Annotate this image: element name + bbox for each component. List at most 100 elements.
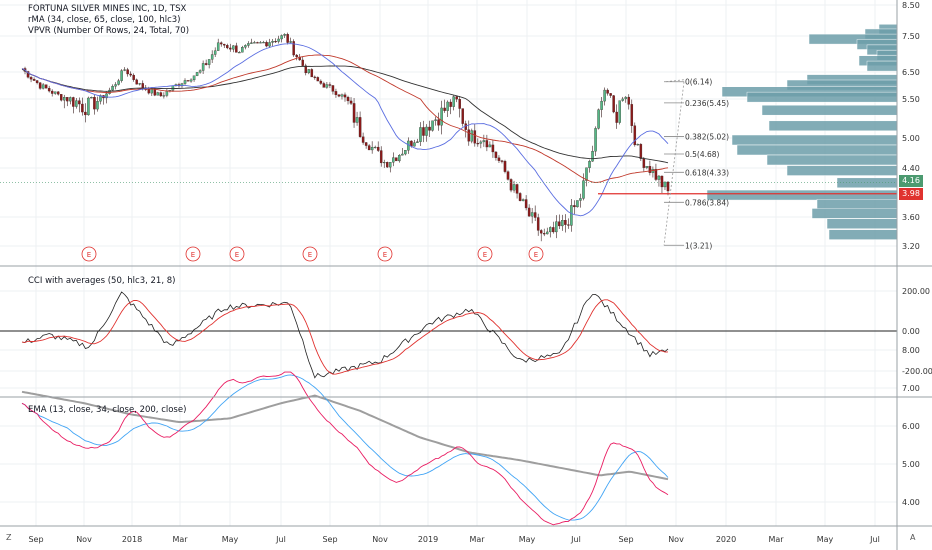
candle [201,63,205,71]
last-price-badge: 3.98 [899,188,923,200]
candle [262,42,265,44]
candle [555,221,558,233]
price-pane: 0(6.14) 0.236(5.45) 0.382(5.02) 0.5(4.68) 0.… [0,32,897,262]
candle [78,100,81,105]
candle [87,97,90,116]
fib-level-label: 0.5(4.68) [685,150,720,159]
candle [56,91,60,95]
candle [319,80,323,84]
candle [81,103,84,113]
candle [47,88,51,92]
rma-legend[interactable]: rMA (34, close, 65, close, 100, hlc3) [28,15,181,25]
vpvr-bar [736,144,898,156]
candle [244,45,247,48]
candle [588,161,591,168]
candle [663,181,667,188]
candle [349,100,353,104]
candle [268,42,271,47]
candle [570,205,573,226]
candle [494,151,498,158]
candle [50,90,54,94]
candle [428,126,431,131]
candle [310,69,314,78]
candle [473,130,477,144]
time-label: Jul [869,535,880,544]
candle [156,92,160,96]
candle [370,146,374,151]
candle [434,119,437,121]
time-label: Nov [668,535,684,544]
time-label: 2018 [122,535,142,544]
rma-34-line [21,43,669,217]
candle [96,101,99,110]
candle [105,93,108,99]
candle [612,95,615,113]
candle [207,59,211,65]
price-pane-legend: FORTUNA SILVER MINES INC, 1D, TSX rMA (3… [28,4,189,37]
candle [530,212,534,217]
candle [561,220,564,227]
candle [576,200,579,208]
vpvr-legend[interactable]: VPVR (Number Of Rows, 24, Total, 70) [28,26,190,36]
candle [250,42,253,44]
candle [527,207,531,217]
candle [376,146,380,151]
ema-tick: 8.00 [902,346,920,355]
time-label: May [519,535,536,544]
candle [150,88,154,94]
candle [90,97,93,99]
candle [26,71,30,78]
fib-level-label: 0.236(5.45) [685,99,729,108]
vpvr-bar [828,229,898,240]
price-tick: 6.50 [902,68,920,77]
symbol-title[interactable]: FORTUNA SILVER MINES INC, 1D, TSX [28,4,187,14]
candle [361,136,365,143]
time-label: Nov [372,535,388,544]
earnings-marker-label: E [383,251,387,259]
cci-legend[interactable]: CCI with averages (50, hlc3, 21, 8) [28,276,176,286]
candle [322,83,326,88]
ema-200-line [21,390,669,481]
cci-pane [0,291,897,379]
candle [274,41,277,43]
vpvr-bar [768,120,898,132]
candle [443,107,446,111]
candle [223,43,226,46]
price-tick: 4.40 [902,164,920,173]
candle [401,153,404,156]
candle [286,34,289,43]
fib-level-label: 0(6.14) [685,78,712,87]
ema-legend[interactable]: EMA (13, close, 34, close, 200, close) [28,405,187,415]
candle [603,89,606,102]
fib-level-label: 1(3.21) [685,241,712,250]
candle [648,166,652,173]
time-label: 2020 [716,535,736,544]
ema-pane [21,371,669,526]
candle [536,217,540,231]
candle [552,227,555,233]
candle [404,150,407,155]
candle [304,65,308,74]
time-label: Mar [768,535,784,544]
candle [277,38,280,42]
candle [29,77,33,80]
time-label: Jul [275,535,286,544]
candle [654,168,658,180]
earnings-marker [302,246,318,262]
candle [440,107,443,126]
ema-34-line [21,374,669,521]
candle [419,127,422,142]
vpvr-bar [811,208,898,219]
candle [458,99,461,109]
candle [627,96,631,105]
candle [59,94,63,101]
candle [449,101,452,107]
candle [241,47,244,53]
price-tick: 3.20 [902,242,920,251]
zoom-button[interactable]: Z [6,533,12,542]
candle [180,83,184,87]
auto-scale-button[interactable]: A [910,533,916,542]
time-label: Sep [28,535,43,544]
candle [331,85,335,92]
